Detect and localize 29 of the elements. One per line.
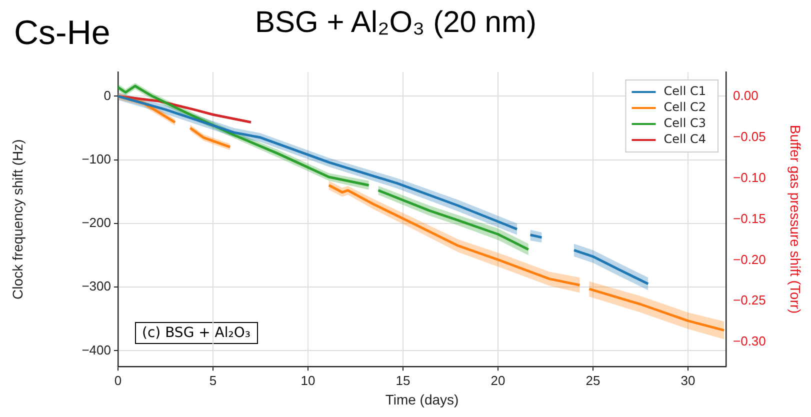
y-tick-label: −300 xyxy=(82,278,111,294)
chart-title: BSG + Al₂O₃ (20 nm) xyxy=(255,6,536,40)
annotation: (c) BSG + Al₂O₃ xyxy=(135,322,258,344)
y-tick-label: 0 xyxy=(104,88,111,103)
legend-label: Cell C3 xyxy=(664,116,706,130)
y2-tick-label: −0.30 xyxy=(733,334,766,349)
legend-label: Cell C1 xyxy=(664,84,706,98)
chart-subtitle: Cs-He xyxy=(14,14,110,53)
x-tick-label: 15 xyxy=(396,372,410,388)
x-tick-label: 30 xyxy=(680,372,696,388)
x-axis-title: Time (days) xyxy=(385,391,459,408)
x-tick-label: 0 xyxy=(114,372,122,388)
y-axis-title: Clock frequency shift (Hz) xyxy=(9,139,26,300)
y-tick-label: −100 xyxy=(82,151,111,166)
y2-tick-label: 0.00 xyxy=(733,88,758,104)
x-tick-label: 25 xyxy=(586,372,600,388)
legend-label: Cell C2 xyxy=(664,100,706,114)
x-tick-label: 10 xyxy=(300,372,316,388)
y2-axis-title: Buffer gas pressure shift (Torr) xyxy=(788,124,804,314)
y-tick-label: −400 xyxy=(82,342,111,358)
x-tick-label: 5 xyxy=(209,372,217,388)
legend-label: Cell C4 xyxy=(664,132,706,146)
y2-tick-label: −0.25 xyxy=(733,292,766,308)
y-tick-label: −200 xyxy=(82,215,111,230)
y2-tick-label: −0.05 xyxy=(733,129,766,144)
y2-tick-label: −0.15 xyxy=(733,210,766,226)
y2-tick-label: −0.10 xyxy=(733,170,766,185)
y2-tick-label: −0.20 xyxy=(733,252,766,267)
x-tick-label: 20 xyxy=(490,372,506,388)
